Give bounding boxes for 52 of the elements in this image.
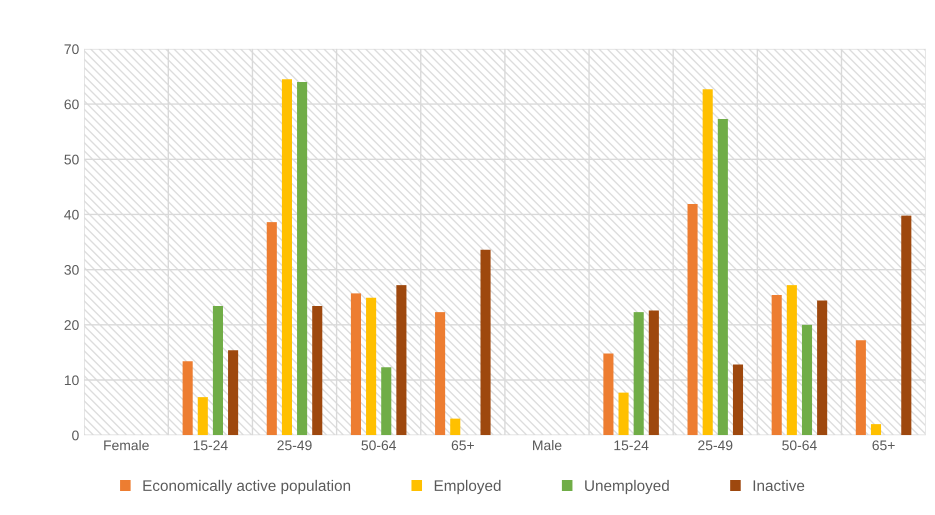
bar	[688, 204, 698, 436]
x-tick-label: 50-64	[361, 440, 396, 450]
bar	[648, 310, 659, 436]
bar	[366, 298, 376, 436]
bar	[817, 300, 828, 436]
y-tick-label: 0	[72, 430, 79, 440]
bar	[718, 119, 728, 436]
legend-label: Unemployed	[585, 480, 669, 494]
y-tick-label: 30	[64, 264, 79, 275]
x-tick-label: 25-49	[277, 440, 312, 450]
x-tick-label: Male	[533, 440, 562, 450]
y-tick-label: 10	[64, 375, 79, 386]
legend-label: Inactive	[754, 480, 804, 492]
bar	[312, 306, 322, 436]
x-tick-label: 50-64	[782, 440, 817, 450]
bar	[802, 324, 812, 436]
bar	[297, 82, 308, 436]
bar	[480, 250, 491, 436]
x-tick-label: 65+	[872, 440, 895, 450]
bar	[350, 293, 362, 436]
x-tick-label: 15-24	[614, 440, 648, 450]
bar	[618, 392, 629, 436]
legend-label: Economically active population	[143, 480, 350, 494]
bar	[870, 424, 882, 436]
bar	[732, 364, 744, 436]
x-tick-label: Female	[104, 440, 149, 450]
bar	[702, 89, 713, 436]
bar	[212, 306, 223, 436]
bar	[634, 312, 644, 436]
bar	[266, 222, 277, 436]
bar	[198, 397, 208, 436]
bar	[381, 367, 392, 436]
y-tick-label: 40	[64, 210, 79, 220]
bar	[396, 285, 406, 436]
y-tick-label: 70	[64, 44, 79, 54]
bar	[435, 312, 446, 436]
bar	[282, 79, 292, 436]
bar	[856, 340, 866, 436]
bar	[786, 285, 797, 436]
bar	[182, 361, 193, 436]
bar	[228, 350, 238, 436]
bar	[901, 216, 912, 436]
bar	[450, 418, 460, 436]
bar	[603, 354, 614, 436]
y-tick-label: 60	[64, 99, 79, 110]
bar	[772, 295, 782, 436]
x-tick-label: 15-24	[194, 440, 228, 450]
legend-label: Employed	[434, 480, 500, 494]
y-tick-label: 20	[64, 320, 79, 330]
x-tick-label: 25-49	[698, 440, 732, 450]
y-tick-label: 50	[64, 154, 79, 164]
x-tick-label: 65+	[452, 440, 474, 450]
